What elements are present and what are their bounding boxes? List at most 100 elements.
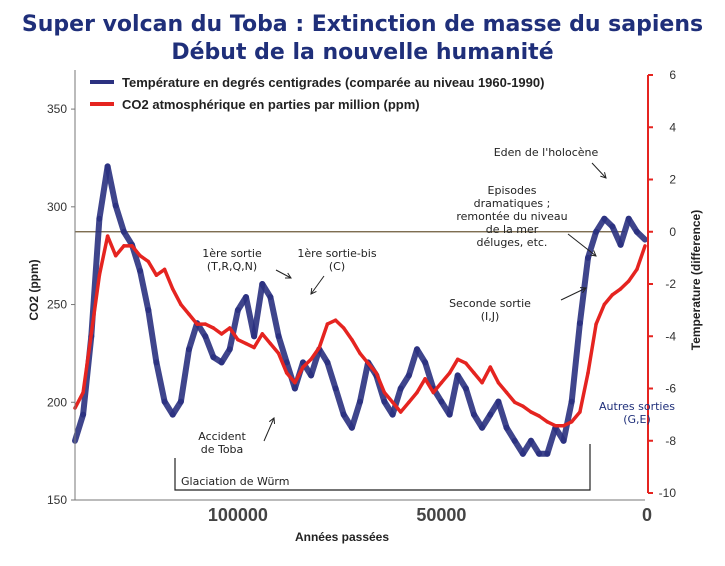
y-left-tick-label: 300	[47, 200, 67, 214]
annotation-autres-sorties: (G,E)	[623, 413, 651, 426]
co2-segment	[113, 244, 126, 258]
annotation-episodes-dramatiques: déluges, etc.	[477, 236, 548, 249]
arrow-premiere-sortie-bis	[310, 275, 325, 295]
temperature-segment	[186, 320, 201, 353]
co2-segment	[472, 371, 484, 385]
arrow-eden-holocene	[591, 162, 607, 179]
y-left-axis-label: CO2 (ppm)	[27, 259, 41, 320]
co2-segment	[170, 287, 183, 307]
annotation-episodes-dramatiques: Episodes	[488, 184, 537, 197]
temperature-segment	[226, 307, 241, 353]
temperature-segment	[633, 228, 648, 243]
co2-segment	[480, 365, 493, 385]
temperature-segment	[112, 202, 127, 235]
y-left-tick-label: 350	[47, 102, 67, 116]
temperature-segment	[585, 228, 600, 261]
temperature-segment	[446, 372, 461, 418]
co2-segment	[447, 357, 460, 375]
temperature-segment	[462, 385, 477, 418]
arrow-premiere-sortie-head	[284, 272, 292, 279]
arrow-premiere-sortie-bis-head	[310, 287, 317, 295]
y-left-tick-label: 150	[47, 493, 67, 507]
temperature-segment	[617, 215, 632, 248]
y-right-tick-label: -2	[665, 277, 676, 291]
temperature-segment	[251, 281, 266, 340]
temperature-segment	[348, 398, 363, 431]
annotation-glaciation-wurm: Glaciation de Würm	[181, 475, 289, 488]
co2-segment	[578, 371, 590, 414]
annotation-premiere-sortie-bis: 1ère sortie-bis	[297, 247, 376, 260]
arrow-premiere-sortie	[275, 269, 292, 279]
co2-segment	[423, 377, 436, 395]
temperature-segment	[96, 163, 111, 222]
annotation-seconde-sortie: (I,J)	[481, 310, 500, 323]
arrow-episodes-dramatiques-head	[589, 250, 597, 257]
temperature-segment	[495, 398, 510, 431]
co2-segment	[105, 234, 118, 258]
annotation-episodes-dramatiques: remontée du niveau	[456, 210, 567, 223]
y-right-tick-label: -8	[665, 434, 676, 448]
series-layer	[72, 163, 648, 457]
temperature-segment	[145, 307, 160, 366]
co2-segment	[89, 273, 102, 336]
temperature-segment	[177, 346, 192, 405]
annotation-premiere-sortie: 1ère sortie	[202, 247, 262, 260]
co2-segment	[594, 302, 607, 326]
temperature-segment	[137, 267, 152, 314]
co2-segment	[569, 410, 582, 424]
temperature-segment	[568, 320, 583, 405]
co2-segment	[431, 380, 444, 395]
temperature-segment	[275, 333, 290, 366]
annotation-episodes-dramatiques: de la mer	[486, 223, 539, 236]
chart-title-line2: Début de la nouvelle humanité	[171, 40, 554, 65]
co2-segment	[439, 371, 452, 385]
co2-segment	[146, 259, 159, 277]
arrow-eden-holocene-head	[600, 172, 607, 179]
temperature-segment	[389, 385, 404, 418]
axes-layer: 150 200 250 300 350 -10 -8 -6 -4 -2 0 2 4 6 100000 5000…	[27, 68, 703, 544]
x-tick-label: 50000	[416, 505, 466, 525]
temperature-segment	[308, 346, 323, 379]
co2-segment	[618, 279, 631, 291]
co2-segment	[276, 351, 289, 375]
co2-segment	[179, 302, 191, 317]
co2-segment	[350, 337, 362, 356]
co2-segment	[341, 326, 354, 342]
y-left-tick-label: 200	[47, 395, 67, 409]
arrow-accident-toba	[263, 417, 275, 442]
co2-segment	[97, 234, 110, 277]
co2-segment	[496, 380, 509, 395]
legend-label-temperature: Température en degrés centigrades (compa…	[122, 75, 544, 90]
co2-segment	[130, 244, 142, 258]
co2-segment	[635, 244, 647, 272]
co2-segment	[626, 267, 639, 283]
annotation-accident-toba: Accident	[198, 430, 246, 443]
x-axis-label: Années passées	[295, 530, 389, 544]
co2-segment	[301, 357, 313, 369]
co2-segment	[309, 345, 322, 362]
co2-segment	[284, 371, 297, 385]
annotation-accident-toba: de Toba	[201, 443, 244, 456]
y-right-axis-label: Temperature (difference)	[689, 210, 703, 350]
co2-series	[73, 234, 647, 428]
co2-segment	[81, 332, 94, 395]
temperature-segment	[357, 359, 372, 405]
x-tick-label: 0	[642, 505, 652, 525]
co2-segment	[293, 365, 305, 385]
co2-segment	[464, 361, 476, 375]
temperature-segment	[332, 385, 347, 418]
co2-segment	[407, 390, 419, 405]
co2-segment	[488, 365, 501, 385]
temperature-segment	[72, 411, 87, 444]
co2-segment	[586, 322, 598, 375]
y-left-tick-label: 250	[47, 298, 67, 312]
annotation-autres-sorties: Autres sorties	[599, 400, 675, 413]
temperature-segment	[104, 163, 119, 209]
co2-segment	[268, 341, 281, 356]
co2-segment	[358, 351, 370, 365]
annotation-seconde-sortie: Seconde sortie	[449, 297, 531, 310]
y-right-tick-label: 2	[669, 173, 676, 187]
temperature-segment	[405, 346, 420, 379]
co2-segment	[602, 293, 615, 307]
temperature-segment	[324, 359, 339, 392]
